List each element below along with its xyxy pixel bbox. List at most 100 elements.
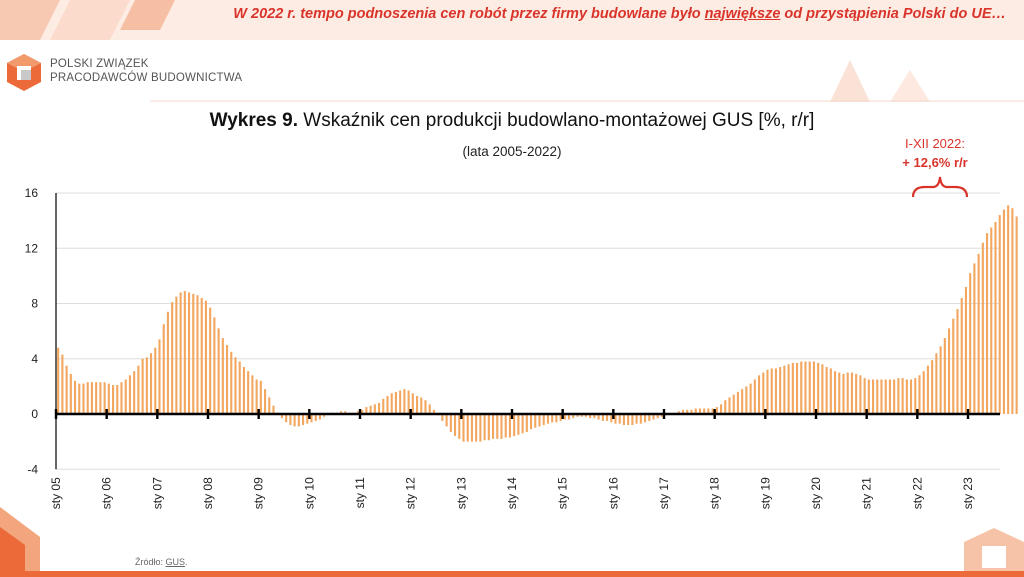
bar	[365, 407, 368, 414]
bar	[791, 362, 794, 414]
bar	[686, 409, 689, 414]
bar	[597, 414, 600, 420]
bar	[293, 414, 296, 427]
bar	[238, 361, 241, 414]
bar	[521, 414, 524, 434]
bar	[302, 414, 305, 426]
x-tick-label: sty 06	[100, 477, 114, 509]
bar	[829, 368, 832, 414]
bar	[411, 393, 414, 414]
bar	[872, 379, 875, 414]
bar	[863, 378, 866, 414]
bar	[855, 373, 858, 414]
x-tick-label: sty 16	[606, 477, 620, 509]
bar	[720, 404, 723, 414]
bar	[340, 411, 343, 414]
bar	[323, 414, 326, 417]
x-tick-label: sty 21	[860, 477, 874, 509]
bar	[500, 414, 503, 439]
y-tick-label: 16	[25, 186, 39, 200]
banner-headline: W 2022 r. tempo podnoszenia cen robót pr…	[233, 6, 1006, 22]
bar	[378, 402, 381, 414]
bar	[369, 405, 372, 414]
bar	[990, 227, 993, 414]
bar	[804, 361, 807, 414]
bar	[78, 383, 81, 414]
x-tick-label: sty 07	[150, 477, 164, 509]
bar	[808, 361, 811, 414]
bar	[542, 414, 545, 426]
bar	[86, 382, 89, 414]
bar	[386, 396, 389, 414]
bar	[289, 414, 292, 426]
chart-title: Wykres 9. Wskaźnik cen produkcji budowla…	[209, 110, 815, 131]
bar	[601, 414, 604, 421]
bar	[660, 414, 663, 417]
bar	[939, 346, 942, 414]
bar	[487, 414, 490, 441]
bar	[234, 357, 237, 414]
x-tick-label: sty 14	[505, 477, 519, 509]
bar	[711, 408, 714, 414]
bar	[209, 307, 212, 414]
x-tick-label: sty 22	[910, 477, 924, 509]
bar	[779, 367, 782, 414]
x-tick-label: sty 19	[758, 477, 772, 509]
bar	[644, 414, 647, 423]
bar	[373, 404, 376, 414]
bar	[935, 353, 938, 414]
bar	[698, 408, 701, 414]
bar	[285, 414, 288, 423]
bar	[65, 365, 68, 414]
bar	[555, 414, 558, 423]
bar	[1007, 205, 1010, 414]
bottom-right-decoration	[964, 528, 1024, 577]
bar	[606, 414, 609, 421]
bar	[741, 389, 744, 414]
bar	[466, 414, 469, 442]
bar	[407, 390, 410, 414]
bar	[977, 253, 980, 414]
bar	[622, 414, 625, 426]
bar	[762, 372, 765, 414]
x-tick-label: sty 15	[556, 477, 570, 509]
bar	[445, 414, 448, 427]
bar	[618, 414, 621, 424]
bar	[462, 414, 465, 442]
bar	[859, 375, 862, 414]
x-tick-label: sty 13	[454, 477, 468, 509]
bar	[838, 372, 841, 414]
bar	[188, 292, 191, 414]
bar	[255, 379, 258, 414]
annotation-value: + 12,6% r/r	[902, 155, 968, 170]
bar	[196, 295, 199, 414]
x-tick-label: sty 23	[961, 477, 975, 509]
bar	[694, 408, 697, 414]
bar	[888, 379, 891, 414]
bar	[568, 414, 571, 420]
pzpb-logo	[7, 54, 41, 91]
bar	[103, 382, 106, 414]
bar	[120, 382, 123, 414]
bar	[884, 379, 887, 414]
bar	[504, 414, 507, 438]
bar	[901, 378, 904, 414]
bar	[242, 367, 245, 414]
x-tick-label: sty 18	[708, 477, 722, 509]
bar	[584, 414, 587, 417]
banner-decoration	[0, 0, 175, 40]
y-tick-label: 8	[31, 297, 38, 311]
bar	[154, 347, 157, 414]
bar	[656, 414, 659, 419]
source-link[interactable]: GUS	[165, 557, 186, 567]
bar	[74, 380, 77, 414]
bar	[280, 414, 283, 419]
bar	[428, 404, 431, 414]
bar	[834, 371, 837, 414]
bar	[508, 414, 511, 438]
y-tick-label: -4	[27, 462, 38, 476]
bar	[344, 411, 347, 414]
bar	[736, 391, 739, 414]
bar	[576, 414, 579, 417]
bar	[922, 371, 925, 414]
